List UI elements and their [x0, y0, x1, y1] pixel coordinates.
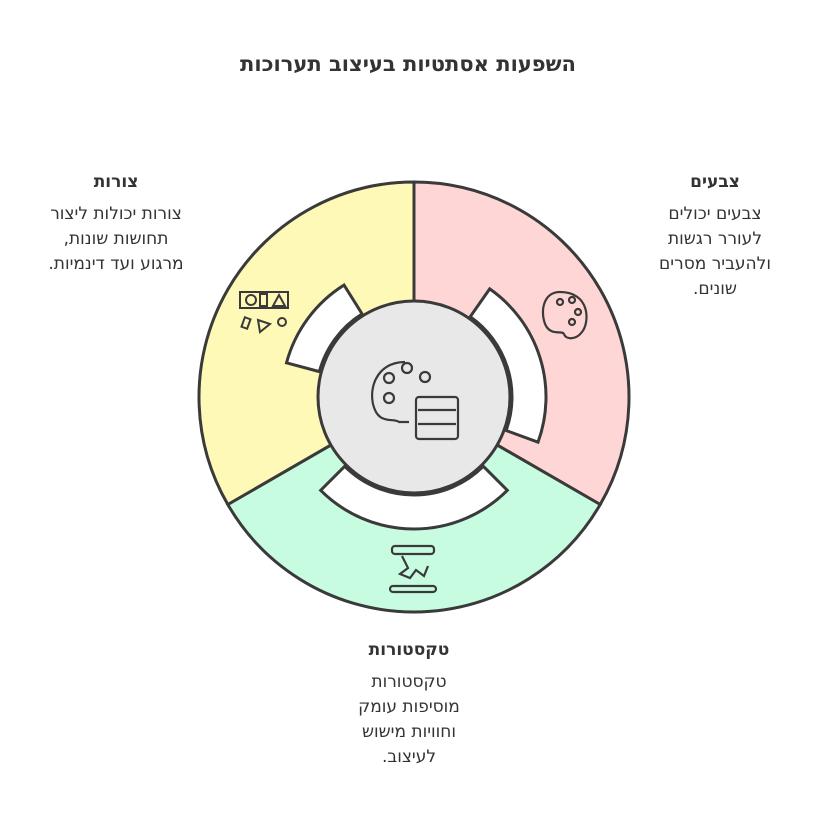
texture-icon	[388, 544, 438, 594]
textures-desc-line: טקסטורות	[371, 672, 447, 692]
ring-arc	[318, 464, 510, 531]
shapes-desc-line: צורות יכולות ליצור	[50, 204, 182, 224]
ring-arc	[284, 282, 365, 374]
center-circle	[316, 299, 512, 495]
textures-desc-line: לעיצוב.	[381, 747, 437, 767]
shapes-label: צורות צורות יכולות ליצור תחושות שונות, מ…	[18, 172, 214, 277]
shapes-desc-line: תחושות שונות,	[63, 229, 169, 249]
colors-desc-line: ולהעביר מסרים	[659, 254, 771, 274]
palette-icon	[541, 290, 588, 340]
palette-and-swatch-icon	[371, 360, 460, 441]
diagram-title: השפעות אסתטיות בעיצוב תערוכות	[240, 52, 576, 76]
colors-desc-line: שונים.	[693, 279, 737, 299]
textures-label: טקסטורות טקסטורות מוסיפות עומק וחוויות מ…	[334, 640, 484, 770]
shapes-icon	[239, 291, 289, 334]
colors-title: צבעים	[690, 172, 740, 192]
colors-desc-line: לעורר רגשות	[668, 229, 762, 249]
textures-desc-line: מוסיפות עומק	[358, 697, 460, 717]
ring-arc	[468, 286, 548, 445]
colors-desc-line: צבעים יכולים	[668, 204, 762, 224]
textures-desc-line: וחוויות מישוש	[361, 722, 457, 742]
textures-title: טקסטורות	[368, 640, 450, 660]
colors-label: צבעים צבעים יכולים לעורר רגשות ולהעביר מ…	[640, 172, 790, 302]
shapes-title: צורות	[93, 172, 139, 192]
shapes-desc-line: מרגוע ועד דינמיות.	[48, 254, 184, 274]
